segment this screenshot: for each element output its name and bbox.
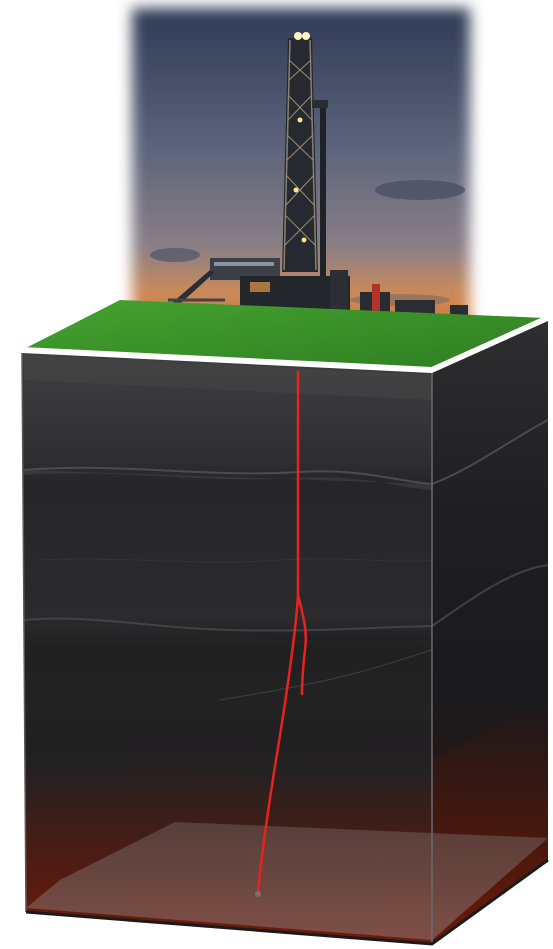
ground-surface xyxy=(21,300,550,373)
subsurface-block xyxy=(21,321,549,946)
wellbore-path xyxy=(255,370,307,897)
drilling-rig-icon xyxy=(150,32,468,322)
